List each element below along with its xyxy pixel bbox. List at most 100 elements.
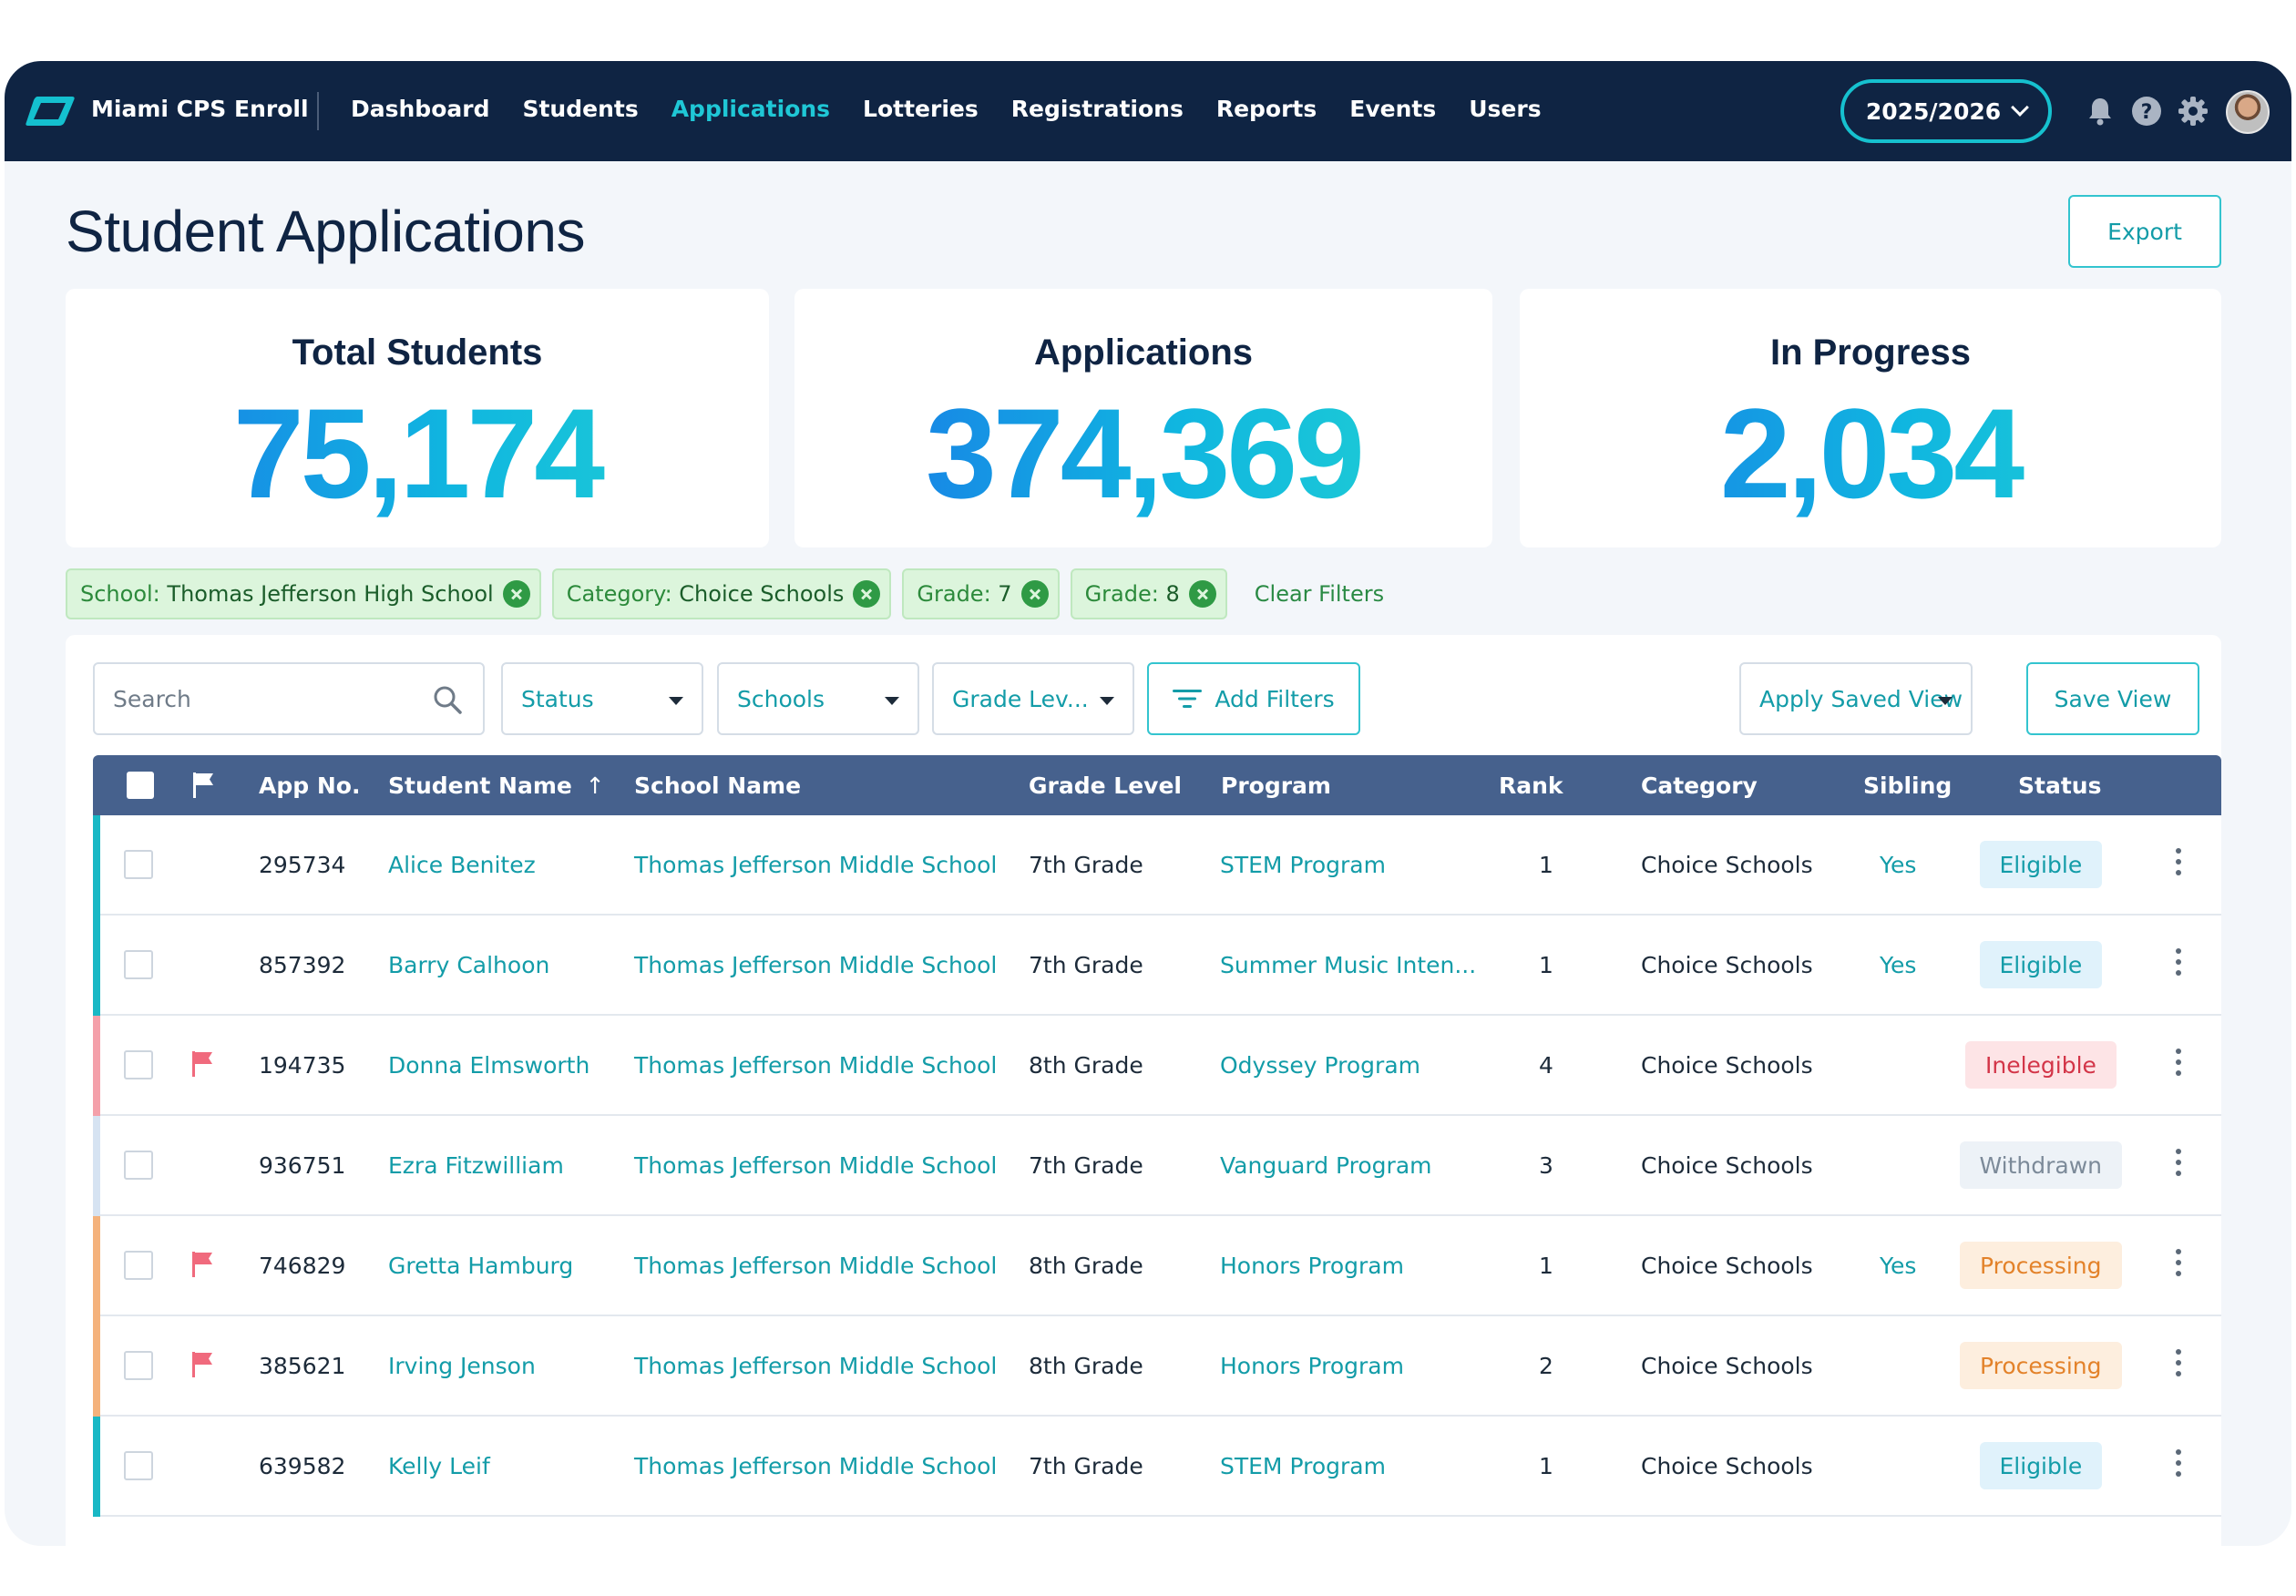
program-link[interactable]: Honors Program [1220, 1253, 1404, 1279]
row-status-bar [93, 916, 100, 1016]
nav-dashboard[interactable]: Dashboard [351, 96, 490, 122]
remove-filter-icon[interactable] [853, 580, 881, 608]
row-checkbox[interactable] [124, 1251, 153, 1280]
school-name-link[interactable]: Thomas Jefferson Middle School [634, 952, 998, 978]
stat-value: 2,034 [1520, 380, 2221, 527]
sibling: Yes [1880, 1253, 1917, 1279]
row-actions-menu-icon[interactable] [2174, 948, 2183, 981]
col-status[interactable]: Status [2018, 772, 2102, 799]
nav-lotteries[interactable]: Lotteries [863, 96, 979, 122]
schools-dropdown[interactable]: Schools [717, 662, 919, 735]
row-checkbox[interactable] [124, 1351, 153, 1380]
remove-filter-icon[interactable] [1188, 580, 1216, 608]
school-name-link[interactable]: Thomas Jefferson Middle School [634, 852, 998, 878]
add-filters-button[interactable]: Add Filters [1147, 662, 1360, 735]
rank: 1 [1539, 1453, 1553, 1479]
table-row[interactable]: 936751 Ezra Fitzwilliam Thomas Jefferson M… [93, 1116, 2221, 1216]
row-actions-menu-icon[interactable] [2174, 1349, 2183, 1382]
nav-applications[interactable]: Applications [671, 96, 831, 122]
search-input[interactable]: Search [93, 662, 485, 735]
nav-registrations[interactable]: Registrations [1010, 96, 1184, 122]
grade-level: 8th Grade [1029, 1052, 1143, 1079]
row-checkbox[interactable] [124, 1050, 153, 1079]
student-name-link[interactable]: Gretta Hamburg [388, 1253, 574, 1279]
caret-down-icon [669, 697, 683, 705]
remove-filter-icon[interactable] [502, 580, 530, 608]
brand-name[interactable]: Miami CPS Enroll [91, 96, 309, 122]
saved-view-dropdown[interactable]: Apply Saved View [1739, 662, 1973, 735]
school-name-link[interactable]: Thomas Jefferson Middle School [634, 1152, 998, 1179]
student-name-link[interactable]: Kelly Leif [388, 1453, 490, 1479]
row-actions-menu-icon[interactable] [2174, 848, 2183, 881]
program-link[interactable]: STEM Program [1220, 1453, 1386, 1479]
nav-users[interactable]: Users [1469, 96, 1542, 122]
stat-card-in-progress: In Progress 2,034 [1520, 289, 2221, 547]
caret-down-icon [885, 697, 899, 705]
row-actions-menu-icon[interactable] [2174, 1049, 2183, 1081]
row-checkbox[interactable] [124, 1451, 153, 1480]
table-row[interactable]: 746829 Gretta Hamburg Thomas Jefferson Mid… [93, 1216, 2221, 1316]
col-grade-level[interactable]: Grade Level [1029, 772, 1182, 799]
col-student-name[interactable]: Student Name ↑ [388, 772, 605, 799]
nav-reports[interactable]: Reports [1215, 96, 1317, 122]
bell-icon[interactable] [2085, 96, 2116, 127]
col-school-name[interactable]: School Name [634, 772, 802, 799]
program-link[interactable]: Vanguard Program [1220, 1152, 1432, 1179]
save-view-button[interactable]: Save View [2026, 662, 2199, 735]
school-name-link[interactable]: Thomas Jefferson Middle School [634, 1453, 998, 1479]
student-name-link[interactable]: Donna Elmsworth [388, 1052, 590, 1079]
program-link[interactable]: STEM Program [1220, 852, 1386, 878]
flag-icon[interactable] [190, 1050, 216, 1078]
col-category[interactable]: Category [1641, 772, 1758, 799]
student-name-link[interactable]: Alice Benitez [388, 852, 536, 878]
table-row[interactable]: 385621 Irving Jenson Thomas Jefferson Midd… [93, 1316, 2221, 1417]
row-actions-menu-icon[interactable] [2174, 1249, 2183, 1282]
school-name-link[interactable]: Thomas Jefferson Middle School [634, 1353, 998, 1379]
flag-icon[interactable] [190, 1351, 216, 1378]
row-actions-menu-icon[interactable] [2174, 1149, 2183, 1182]
row-checkbox[interactable] [124, 1151, 153, 1180]
remove-filter-icon[interactable] [1020, 580, 1049, 608]
school-name-link[interactable]: Thomas Jefferson Middle School [634, 1052, 998, 1079]
program-link[interactable]: Honors Program [1220, 1353, 1404, 1379]
school-year-select[interactable]: 2025/2026 [1840, 79, 2052, 143]
row-status-bar [93, 1417, 100, 1517]
row-checkbox[interactable] [124, 950, 153, 979]
nav-students[interactable]: Students [522, 96, 639, 122]
col-program[interactable]: Program [1221, 772, 1331, 799]
school-name-link[interactable]: Thomas Jefferson Middle School [634, 1253, 998, 1279]
col-app-no[interactable]: App No. [259, 772, 361, 799]
help-icon[interactable]: ? [2131, 96, 2162, 127]
nav-events[interactable]: Events [1349, 96, 1437, 122]
student-name-link[interactable]: Irving Jenson [388, 1353, 536, 1379]
search-icon[interactable] [432, 684, 463, 715]
sibling: Yes [1880, 952, 1917, 978]
export-button[interactable]: Export [2068, 195, 2221, 268]
clear-filters-link[interactable]: Clear Filters [1254, 581, 1385, 607]
status-badge: Eligible [1979, 841, 2103, 888]
program-link[interactable]: Summer Music Inten... [1220, 952, 1477, 978]
select-all-checkbox[interactable] [127, 772, 154, 799]
flag-icon[interactable] [191, 772, 217, 799]
program-link[interactable]: Odyssey Program [1220, 1052, 1420, 1079]
rank: 1 [1539, 1253, 1553, 1279]
row-checkbox[interactable] [124, 850, 153, 879]
student-name-link[interactable]: Ezra Fitzwilliam [388, 1152, 564, 1179]
avatar[interactable] [2226, 90, 2270, 134]
app-number: 936751 [259, 1152, 346, 1179]
grade-level-dropdown[interactable]: Grade Lev... [932, 662, 1134, 735]
caret-down-icon [1938, 697, 1953, 705]
col-rank[interactable]: Rank [1499, 772, 1563, 799]
table-row[interactable]: 295734 Alice Benitez Thomas Jefferson Midd… [93, 815, 2221, 916]
gear-icon[interactable] [2178, 96, 2209, 127]
student-name-link[interactable]: Barry Calhoon [388, 952, 550, 978]
category: Choice Schools [1641, 1453, 1813, 1479]
col-sibling[interactable]: Sibling [1863, 772, 1953, 799]
table-row[interactable]: 857392 Barry Calhoon Thomas Jefferson Midd… [93, 916, 2221, 1016]
flag-icon[interactable] [190, 1251, 216, 1278]
rank: 4 [1539, 1052, 1553, 1079]
table-row[interactable]: 194735 Donna Elmsworth Thomas Jefferson Mi… [93, 1016, 2221, 1116]
table-row[interactable]: 639582 Kelly Leif Thomas Jefferson Middle … [93, 1417, 2221, 1517]
row-actions-menu-icon[interactable] [2174, 1449, 2183, 1482]
status-dropdown[interactable]: Status [501, 662, 703, 735]
